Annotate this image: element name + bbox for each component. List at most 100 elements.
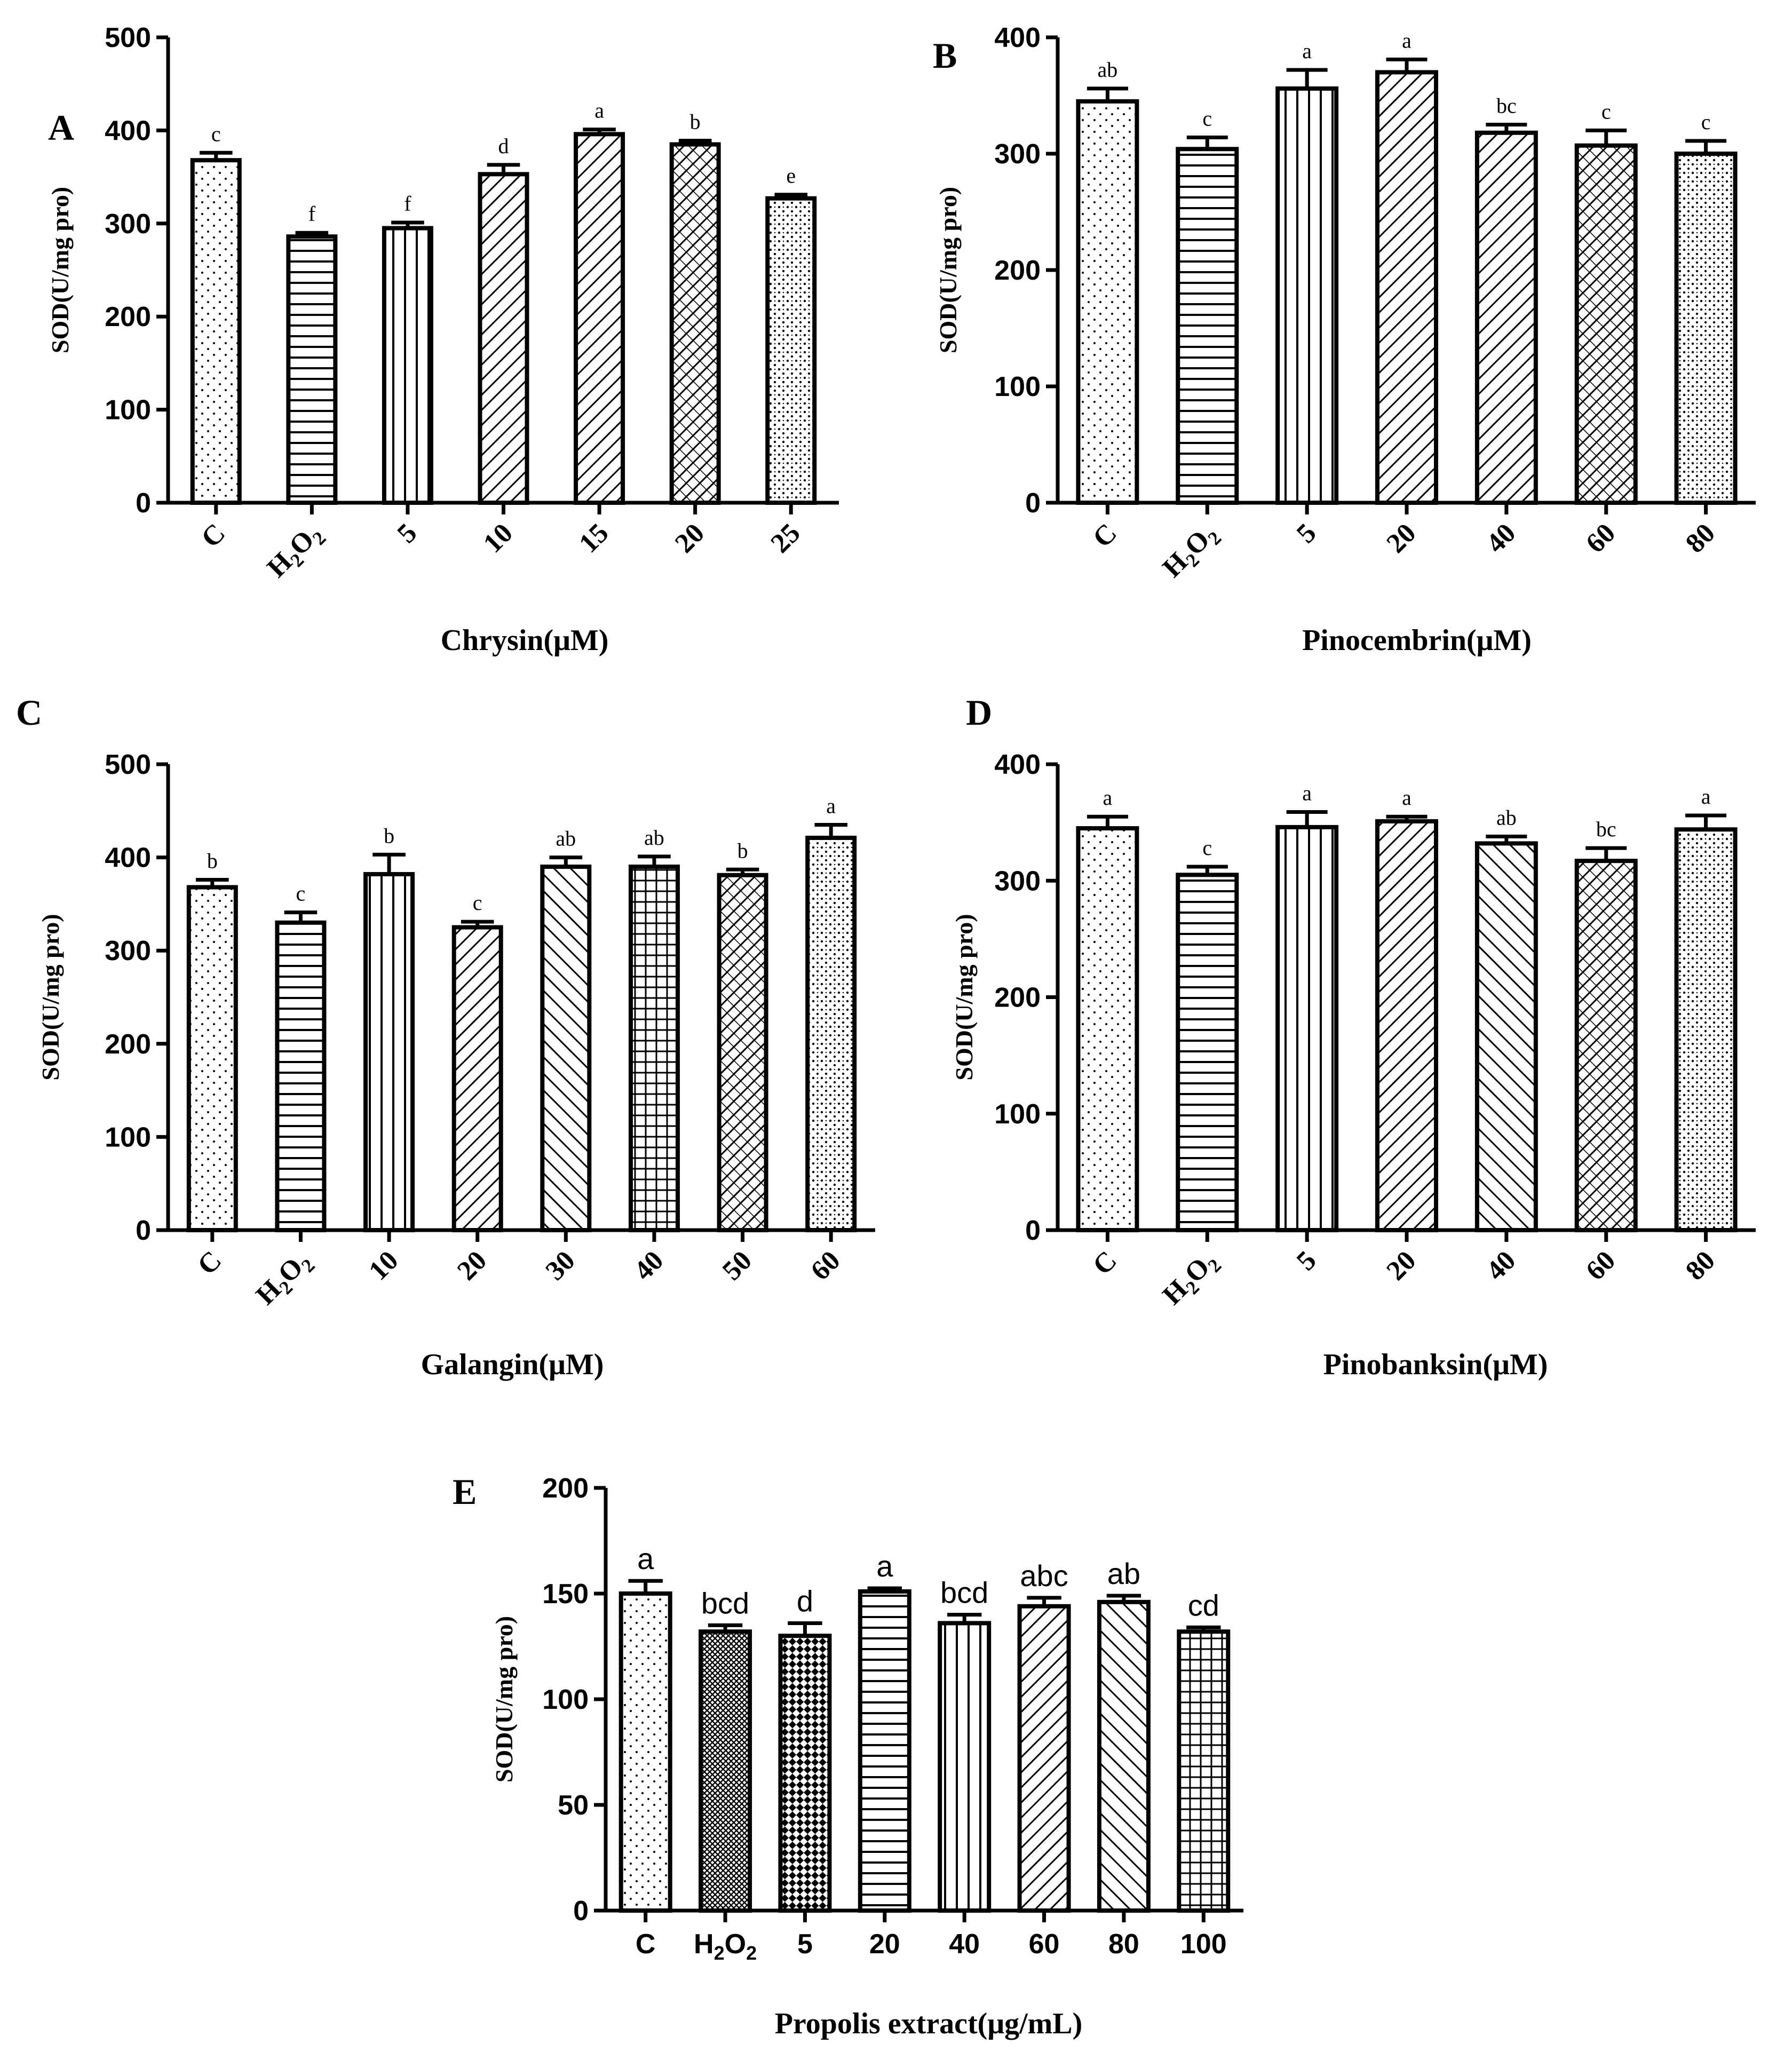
x-tick-label: 80 (1680, 518, 1721, 559)
y-axis-title: SOD(U/mg pro) (37, 914, 64, 1080)
y-tick-label: 200 (542, 1473, 589, 1504)
panel-label: D (966, 692, 992, 733)
bar (1097, 1599, 1151, 1913)
bar (1375, 819, 1438, 1232)
x-tick-label: C (192, 1245, 227, 1281)
bar (275, 920, 327, 1232)
significance-letter: a (1402, 28, 1412, 52)
significance-letter: a (1302, 39, 1312, 63)
bar (1674, 152, 1738, 505)
bar (805, 835, 857, 1232)
y-tick-label: 50 (558, 1790, 589, 1821)
significance-letter: bcd (701, 1586, 749, 1620)
x-axis-title: Propolis extract(μg/mL) (775, 2007, 1083, 2040)
x-tick-label: H2O2 (250, 1245, 319, 1314)
panel-label: C (16, 692, 42, 733)
significance-letter: c (1202, 836, 1212, 860)
bar (1275, 86, 1339, 505)
significance-letter: a (637, 1542, 654, 1575)
significance-letter: c (296, 882, 306, 906)
x-tick-label: H2O2 (694, 1929, 757, 1964)
x-tick-label: 40 (949, 1929, 980, 1960)
x-tick-label: 100 (1180, 1929, 1227, 1960)
x-tick-label: 80 (1680, 1245, 1721, 1286)
x-tick-label: 15 (573, 518, 614, 559)
y-tick-label: 300 (105, 936, 151, 966)
significance-letter: a (1103, 786, 1113, 810)
significance-letter: b (207, 849, 218, 873)
significance-letter: abc (1020, 1559, 1068, 1592)
significance-letter: b (690, 110, 701, 134)
x-axis-title: Pinobanksin(μM) (1323, 1348, 1548, 1381)
x-tick-label: 40 (1480, 1245, 1521, 1286)
bar (858, 1589, 911, 1913)
y-tick-label: 0 (136, 488, 151, 519)
y-tick-label: 300 (105, 209, 151, 240)
x-tick-label: 5 (1291, 1245, 1322, 1277)
x-tick-label: C (1087, 518, 1123, 553)
significance-letter: a (826, 794, 836, 818)
bar (1674, 827, 1738, 1232)
x-tick-label: 10 (363, 1245, 404, 1286)
panel-a: A 0 100 200 300 400 500 SOD(U/mg pro) Chrysin(μM… (46, 22, 839, 657)
x-tick-label: H2O2 (261, 518, 330, 587)
x-tick-label: 60 (1029, 1929, 1060, 1960)
significance-letter: c (473, 891, 482, 915)
significance-letter: a (1302, 781, 1312, 805)
x-tick-label: 20 (669, 518, 710, 559)
bar (1574, 143, 1638, 505)
significance-letter: a (1402, 786, 1412, 810)
bar (1474, 841, 1538, 1233)
significance-letter: ab (1107, 1557, 1140, 1590)
significance-letter: ab (1496, 805, 1517, 829)
bar (190, 158, 242, 505)
x-tick-label: 40 (628, 1245, 669, 1286)
y-tick-label: 0 (1025, 488, 1041, 519)
y-tick-label: 200 (105, 1029, 151, 1060)
y-tick-label: 500 (105, 749, 151, 780)
panel-b: B 0 100 200 300 400 SOD(U/mg pro) Pinocembrin(μ… (933, 22, 1756, 657)
x-tick-label: 80 (1108, 1929, 1139, 1960)
significance-letter: c (1601, 99, 1611, 123)
bar (451, 925, 503, 1233)
significance-letter: c (1701, 110, 1711, 134)
x-tick-label: 50 (717, 1245, 758, 1286)
bar (699, 1629, 752, 1913)
x-tick-label: 20 (451, 1245, 493, 1286)
y-tick-label: 100 (542, 1684, 589, 1715)
bar (1176, 873, 1239, 1232)
y-axis-title: SOD(U/mg pro) (934, 187, 962, 353)
panel-label: A (48, 107, 74, 148)
bar (1076, 826, 1139, 1232)
bar (619, 1591, 672, 1913)
significance-letter: c (1202, 106, 1212, 130)
bar (669, 142, 721, 505)
bar (1574, 859, 1638, 1232)
significance-letter: bc (1496, 94, 1517, 118)
y-axis-title: SOD(U/mg pro) (46, 187, 74, 353)
significance-letter: a (876, 1549, 893, 1583)
y-tick-label: 200 (994, 255, 1041, 286)
y-tick-label: 100 (105, 1122, 151, 1153)
bar (540, 865, 592, 1233)
y-tick-label: 200 (994, 983, 1041, 1013)
y-tick-label: 0 (136, 1215, 151, 1246)
y-tick-label: 0 (1025, 1215, 1041, 1246)
x-tick-label: 10 (478, 518, 519, 559)
bar (363, 872, 415, 1232)
bar (778, 1634, 832, 1913)
bar (1076, 99, 1139, 505)
bar (1375, 70, 1438, 505)
panel-e: E 0 50 100 150 200 SOD(U/mg pro) Propolis extra… (453, 1471, 1243, 2040)
y-axis-title: SOD(U/mg pro) (950, 914, 978, 1080)
panel-label: B (933, 35, 957, 76)
x-tick-label: 60 (1580, 1245, 1621, 1286)
significance-letter: bcd (940, 1576, 988, 1610)
significance-letter: cd (1188, 1588, 1219, 1622)
x-tick-label: 60 (1580, 518, 1621, 559)
significance-letter: e (786, 164, 796, 188)
significance-letter: b (384, 823, 394, 847)
panel-label: E (453, 1471, 477, 1512)
x-tick-label: 25 (765, 518, 806, 559)
panel-c: C 0 100 200 300 400 500 SOD(U/mg pro) Galangin(μ… (16, 692, 875, 1381)
